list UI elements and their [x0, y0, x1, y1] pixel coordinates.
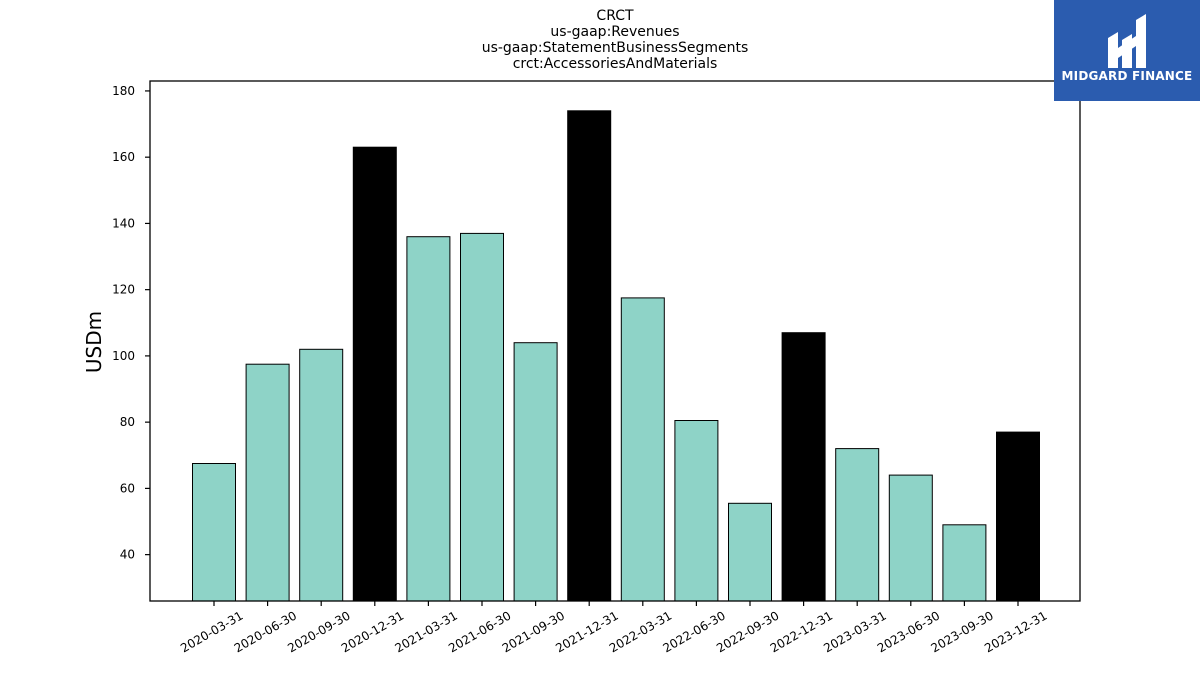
bar-2021-12-31 [567, 110, 612, 602]
bar-2023-12-31 [996, 431, 1040, 602]
bar-2020-06-30 [245, 363, 290, 602]
chart-title-line-3: us-gaap:StatementBusinessSegments [481, 40, 749, 56]
y-tick-label: 100 [112, 349, 135, 363]
x-axis: 2020-03-312020-06-302020-09-302020-12-31… [178, 601, 1050, 655]
y-tick-label: 140 [112, 216, 135, 230]
bar-2020-03-31 [192, 463, 236, 602]
bars-group [192, 110, 1040, 602]
bar-2022-12-31 [781, 332, 826, 602]
chart-title-line-1: CRCT [596, 8, 634, 24]
bar-2021-06-30 [460, 232, 504, 602]
logo-text: MIDGARD FINANCE [1061, 69, 1193, 83]
bar-2023-09-30 [942, 524, 987, 602]
bar-2022-06-30 [674, 420, 719, 602]
y-tick-label: 40 [120, 548, 135, 562]
y-tick-label: 160 [112, 150, 135, 164]
y-tick-label: 120 [112, 283, 135, 297]
y-axis: 40 60 80 100 120 140 160 180 [112, 84, 150, 562]
midgard-finance-logo: MIDGARD FINANCE [1054, 0, 1200, 101]
y-tick-label: 60 [120, 481, 135, 495]
bar-2020-09-30 [299, 348, 344, 602]
bar-2021-09-30 [513, 342, 558, 602]
midgard-logo-icon [1108, 14, 1146, 68]
bar-2020-12-31 [352, 146, 397, 602]
chart-title-line-4: crct:AccessoriesAndMaterials [512, 56, 718, 72]
bar-2023-03-31 [835, 448, 880, 602]
y-tick-label: 80 [120, 415, 135, 429]
bar-2021-03-31 [406, 236, 451, 602]
bar-2023-06-30 [888, 474, 933, 602]
bar-2022-03-31 [620, 297, 665, 602]
chart-title-line-2: us-gaap:Revenues [550, 24, 680, 40]
y-tick-label: 180 [112, 84, 135, 98]
bar-2022-09-30 [728, 502, 772, 602]
plot-frame [149, 80, 1081, 602]
